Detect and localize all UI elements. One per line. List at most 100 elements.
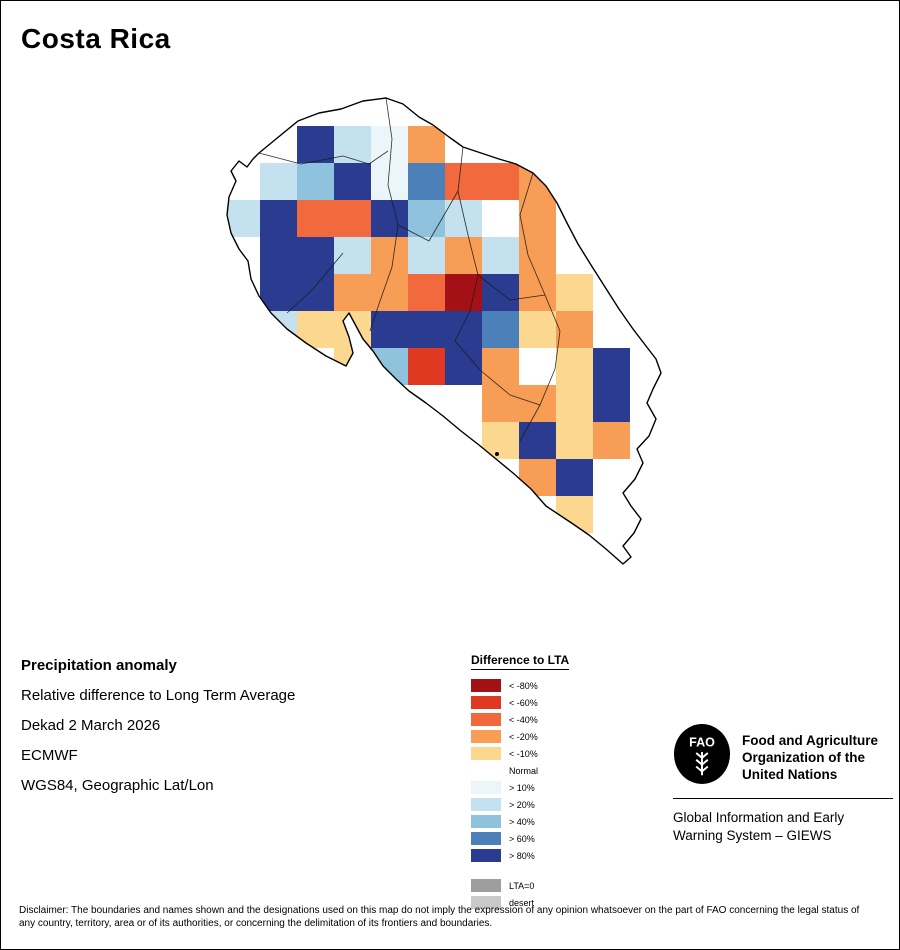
fao-name-line: Food and Agriculture	[742, 733, 878, 748]
legend-item: > 40%	[471, 813, 621, 830]
grid-cell	[371, 348, 408, 385]
legend-swatch	[471, 764, 501, 777]
grid-cell	[260, 237, 297, 274]
fao-logo: FAO	[673, 724, 731, 784]
fao-name: Food and Agriculture Organization of the…	[742, 723, 878, 783]
costa-rica-map	[226, 97, 662, 565]
legend-swatch	[471, 781, 501, 794]
grid-cell	[334, 237, 371, 274]
legend-label: < -60%	[509, 697, 538, 708]
giews-caption: Global Information and Early Warning Sys…	[673, 809, 893, 845]
grid-cell	[519, 459, 556, 496]
grid-cell	[593, 422, 630, 459]
disclaimer-text: Disclaimer: The boundaries and names sho…	[19, 905, 860, 929]
grid-cell	[297, 200, 334, 237]
fao-block: FAO Food and Agriculture Organization of…	[673, 723, 893, 845]
grid-cell	[445, 274, 482, 311]
legend-swatch	[471, 896, 501, 909]
legend-item: desert	[471, 894, 621, 911]
grid-cell	[227, 163, 260, 200]
legend-item: < -20%	[471, 728, 621, 745]
legend-label: > 20%	[509, 799, 535, 810]
precipitation-grid-cells	[227, 126, 630, 533]
legend-title: Difference to LTA	[471, 653, 570, 670]
grid-cell	[556, 237, 593, 274]
giews-line: Warning System – GIEWS	[673, 828, 832, 843]
grid-cell	[519, 200, 556, 237]
grid-cell	[260, 311, 297, 348]
grid-cell	[371, 274, 408, 311]
fao-name-line: Organization of the	[742, 750, 865, 765]
map-metadata: Precipitation anomaly Relative differenc…	[21, 651, 295, 801]
grid-cell	[371, 311, 408, 348]
grid-cell	[408, 126, 445, 163]
grid-cell	[408, 237, 445, 274]
legend-label: < -80%	[509, 680, 538, 691]
grid-cell	[556, 422, 593, 459]
legend-item: > 10%	[471, 779, 621, 796]
legend-swatch	[471, 849, 501, 862]
grid-cell	[334, 163, 371, 200]
legend-items: < -80% < -60% < -40% < -20% < -10% Normal > 10…	[471, 677, 621, 864]
legend-swatch	[471, 879, 501, 892]
grid-cell	[519, 385, 556, 422]
legend-swatch	[471, 747, 501, 760]
grid-cell	[519, 422, 556, 459]
grid-cell	[297, 163, 334, 200]
grid-cell	[556, 496, 593, 533]
legend-swatch	[471, 798, 501, 811]
grid-cell	[297, 274, 334, 311]
grid-cell	[297, 311, 334, 348]
legend-label: > 60%	[509, 833, 535, 844]
legend-extra-items: LTA=0 desert	[471, 877, 621, 911]
legend-label: desert	[509, 897, 535, 908]
grid-cell	[227, 200, 260, 237]
grid-cell	[371, 200, 408, 237]
grid-cell	[408, 311, 445, 348]
grid-cell	[556, 385, 593, 422]
legend-swatch	[471, 832, 501, 845]
grid-cell	[408, 274, 445, 311]
grid-cell	[593, 348, 630, 385]
grid-cell	[556, 348, 593, 385]
legend-label: Normal	[509, 765, 539, 776]
grid-cell	[445, 200, 482, 237]
legend-item: < -10%	[471, 745, 621, 762]
grid-cell	[445, 163, 482, 200]
metadata-line: Relative difference to Long Term Average	[21, 687, 296, 704]
metadata-line: ECMWF	[21, 747, 78, 764]
legend: Difference to LTA < -80% < -60% < -40% < -2…	[471, 651, 621, 911]
admin-boundaries	[258, 97, 561, 442]
grid-cell	[260, 163, 297, 200]
grid-cell	[482, 163, 519, 200]
legend-label: LTA=0	[509, 880, 535, 891]
legend-label: < -10%	[509, 748, 538, 759]
fao-logo-text: FAO	[689, 735, 715, 749]
metadata-line: WGS84, Geographic Lat/Lon	[21, 777, 214, 794]
grid-cell	[556, 274, 593, 311]
grid-cell	[445, 311, 482, 348]
legend-item: < -60%	[471, 694, 621, 711]
grid-cell	[260, 274, 297, 311]
grid-cell	[482, 237, 519, 274]
fao-divider	[673, 798, 893, 799]
legend-label: < -40%	[509, 714, 538, 725]
grid-cell	[445, 348, 482, 385]
grid-cell	[408, 200, 445, 237]
fao-name-line: United Nations	[742, 767, 838, 782]
grid-cell	[482, 348, 519, 385]
grid-cell	[297, 126, 334, 163]
island-dot	[495, 452, 499, 456]
legend-swatch	[471, 713, 501, 726]
legend-swatch	[471, 815, 501, 828]
legend-swatch	[471, 679, 501, 692]
grid-cell	[297, 237, 334, 274]
metadata-heading: Precipitation anomaly	[21, 657, 177, 674]
legend-item: > 80%	[471, 847, 621, 864]
metadata-line: Dekad 2 March 2026	[21, 717, 161, 734]
grid-cell	[519, 237, 556, 274]
grid-cell	[260, 200, 297, 237]
legend-item: < -80%	[471, 677, 621, 694]
grid-cell	[556, 200, 593, 237]
